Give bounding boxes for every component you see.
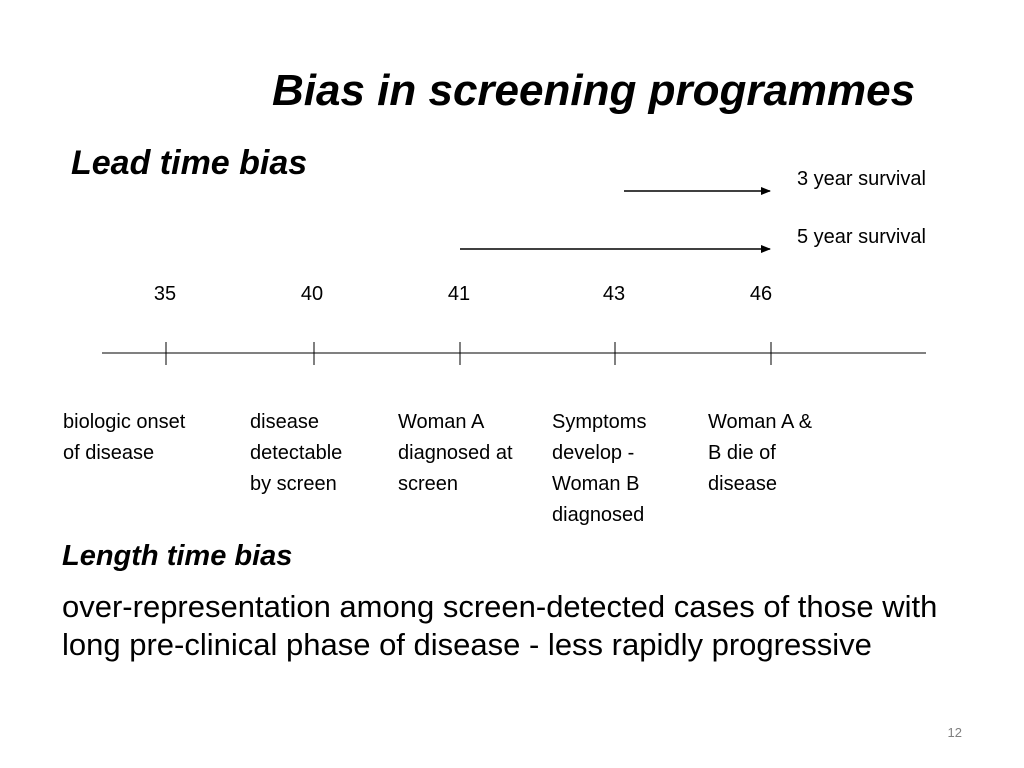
event-label-both-die: Woman A & B die of disease xyxy=(708,411,813,495)
age-label-41: 41 xyxy=(447,283,471,305)
age-label-35: 35 xyxy=(153,283,177,305)
length-time-bias-description: over-representation among screen-detecte… xyxy=(62,589,938,662)
five-year-survival-label: 5 year survival xyxy=(797,226,926,248)
slide-title: Bias in screening programmes xyxy=(272,66,916,115)
event-label-woman-a-diagnosed: Woman A diagnosed at screen xyxy=(398,411,513,495)
event-label-detectable: disease detectable by screen xyxy=(250,411,343,495)
three-year-survival-label: 3 year survival xyxy=(797,168,926,190)
event-label-biologic-onset: biologic onset of disease xyxy=(63,411,186,464)
lead-time-bias-heading: Lead time bias xyxy=(71,144,308,182)
slide-number: 12 xyxy=(947,725,962,740)
age-label-40: 40 xyxy=(300,283,324,305)
event-label-symptoms-develop: Symptoms develop - Woman B diagnosed xyxy=(552,411,647,526)
age-label-43: 43 xyxy=(602,283,626,305)
length-time-bias-heading: Length time bias xyxy=(62,540,293,572)
age-label-46: 46 xyxy=(749,283,773,305)
